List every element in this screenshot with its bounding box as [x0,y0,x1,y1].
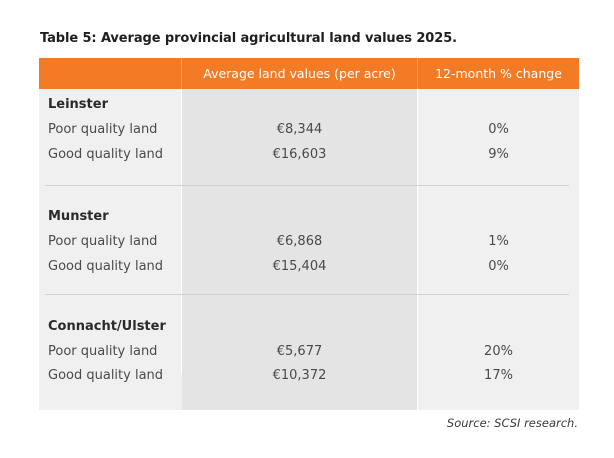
row-label: Poor quality land [48,122,158,137]
row-change: 9% [488,147,509,162]
row-change: 1% [488,234,509,249]
source-note: Source: SCSI research. [446,416,578,430]
column-divider [181,89,182,374]
section-divider [45,185,569,186]
region-leinster: Leinster [48,97,108,112]
row-label: Poor quality land [48,344,158,359]
row-value: €16,603 [272,147,327,162]
table-header: Average land values (per acre) 12-month … [39,58,579,89]
column-divider [417,89,418,410]
row-value: €15,404 [272,259,327,274]
row-label: Poor quality land [48,234,158,249]
row-value: €10,372 [272,368,327,383]
header-divider [181,58,182,89]
header-average-land-values: Average land values (per acre) [203,66,396,81]
row-value: €6,868 [276,234,323,249]
row-label: Good quality land [48,259,164,274]
row-change: 0% [488,122,509,137]
row-change: 0% [488,259,509,274]
region-connacht-ulster: Connacht/Ulster [48,319,166,334]
value-column-shading [182,89,417,410]
row-value: €5,677 [276,344,323,359]
row-change: 20% [484,344,513,359]
section-divider [45,294,569,295]
region-munster: Munster [48,209,109,224]
row-label: Good quality land [48,147,164,162]
row-change: 17% [484,368,513,383]
header-divider [417,58,418,89]
row-label: Good quality land [48,368,164,383]
row-value: €8,344 [276,122,323,137]
table-caption: Table 5: Average provincial agricultural… [40,31,457,46]
header-12-month-change: 12-month % change [435,66,562,81]
land-values-table: Average land values (per acre) 12-month … [39,58,579,410]
